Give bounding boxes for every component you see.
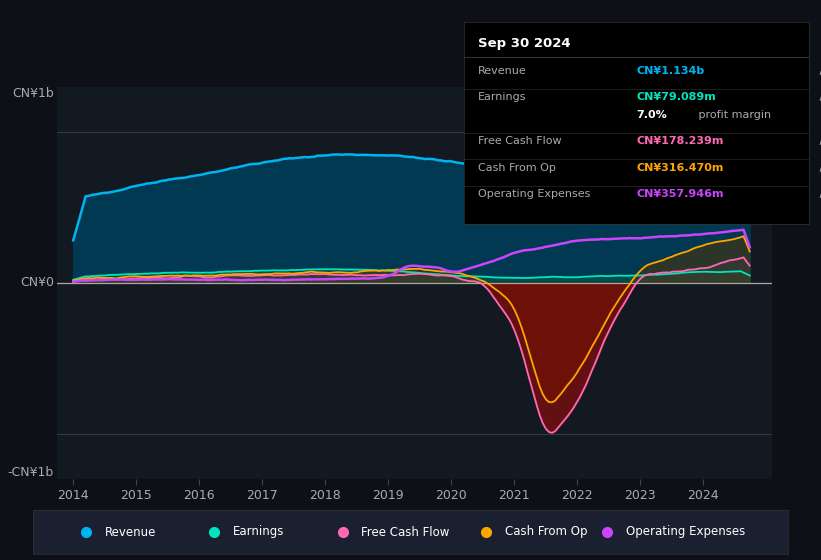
Text: CN¥178.239m: CN¥178.239m <box>636 136 723 146</box>
Text: /yr: /yr <box>815 162 821 172</box>
Text: profit margin: profit margin <box>695 110 771 120</box>
Text: CN¥357.946m: CN¥357.946m <box>636 189 724 199</box>
Text: /yr: /yr <box>815 66 821 76</box>
Text: Revenue: Revenue <box>478 66 526 76</box>
Text: Free Cash Flow: Free Cash Flow <box>361 525 450 539</box>
Text: Earnings: Earnings <box>478 92 526 102</box>
Text: CN¥79.089m: CN¥79.089m <box>636 92 716 102</box>
Text: /yr: /yr <box>815 92 821 102</box>
Text: CN¥316.470m: CN¥316.470m <box>636 162 723 172</box>
Text: Free Cash Flow: Free Cash Flow <box>478 136 562 146</box>
Text: 7.0%: 7.0% <box>636 110 667 120</box>
Text: CN¥1b: CN¥1b <box>12 87 54 100</box>
Text: Operating Expenses: Operating Expenses <box>626 525 745 539</box>
Text: CN¥0: CN¥0 <box>20 276 54 290</box>
Text: CN¥1.134b: CN¥1.134b <box>636 66 704 76</box>
Text: Cash From Op: Cash From Op <box>478 162 556 172</box>
Text: Cash From Op: Cash From Op <box>505 525 587 539</box>
Text: Revenue: Revenue <box>104 525 156 539</box>
Text: /yr: /yr <box>815 136 821 146</box>
Text: /yr: /yr <box>815 189 821 199</box>
Text: Earnings: Earnings <box>233 525 284 539</box>
Text: Operating Expenses: Operating Expenses <box>478 189 590 199</box>
Text: -CN¥1b: -CN¥1b <box>7 466 54 479</box>
Text: Sep 30 2024: Sep 30 2024 <box>478 36 571 49</box>
